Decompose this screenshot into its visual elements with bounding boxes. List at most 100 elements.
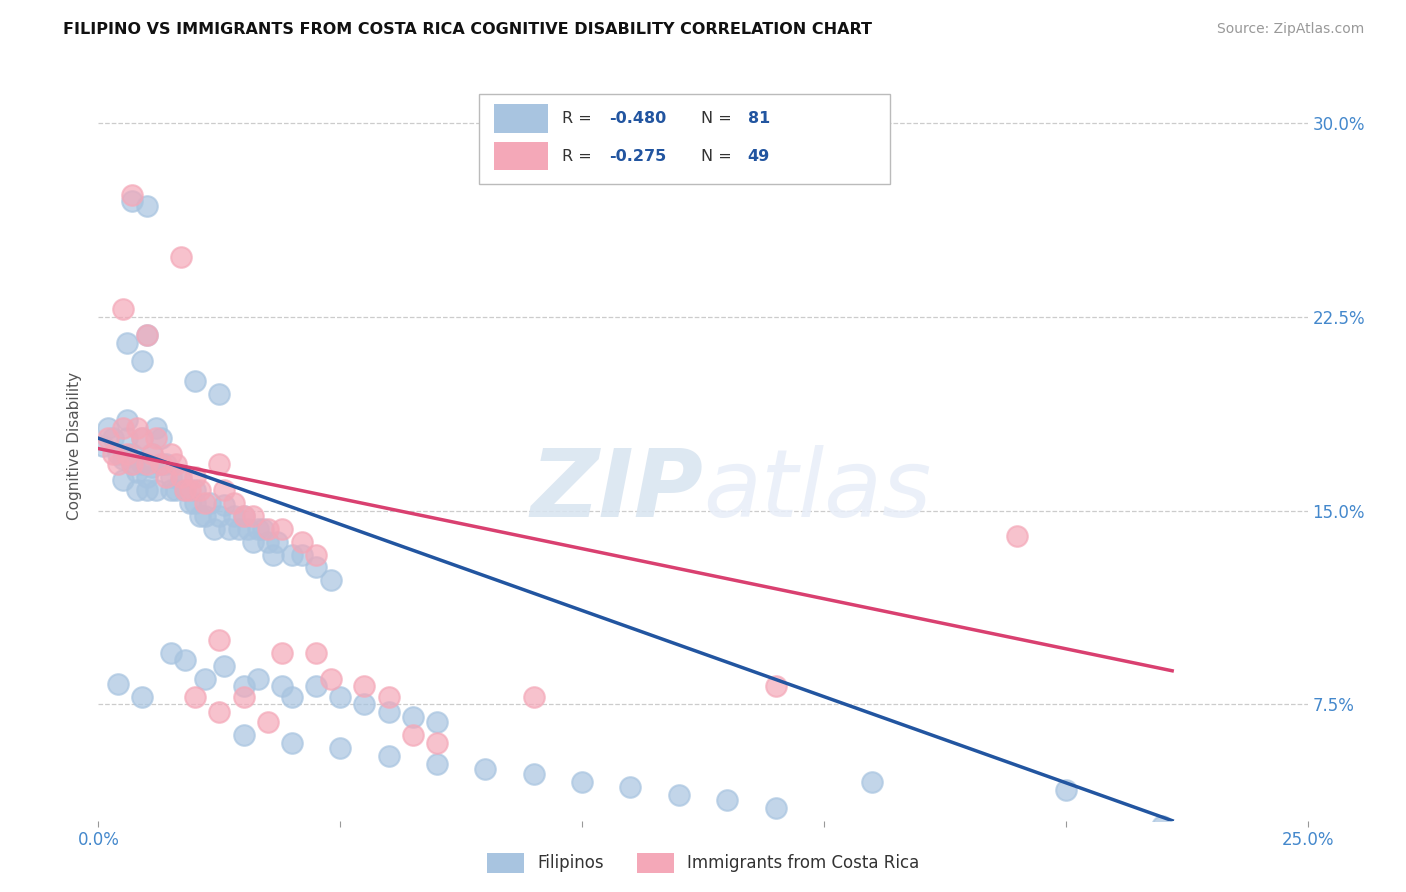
Point [305, 679, 328, 693]
Point [111, 421, 134, 435]
Point [135, 199, 157, 213]
Point [155, 470, 177, 484]
Point [208, 705, 231, 719]
Point [668, 788, 690, 802]
Point [117, 335, 139, 350]
Point [184, 496, 207, 510]
Point [160, 470, 183, 484]
Point [179, 483, 201, 497]
Point [160, 447, 183, 461]
Point [353, 679, 375, 693]
Point [121, 188, 143, 202]
Point [281, 690, 304, 704]
Point [141, 447, 163, 461]
Point [271, 522, 294, 536]
Point [184, 375, 207, 389]
Point [131, 690, 153, 704]
Point [247, 672, 270, 686]
Point [319, 672, 342, 686]
Point [174, 483, 197, 497]
Point [377, 705, 399, 719]
Point [194, 496, 217, 510]
Point [271, 679, 294, 693]
Point [204, 522, 226, 536]
Point [228, 522, 250, 536]
Point [402, 728, 425, 742]
Point [188, 508, 211, 523]
Point [765, 801, 787, 815]
Point [101, 431, 124, 445]
Point [426, 736, 449, 750]
Point [135, 327, 157, 342]
Point [232, 508, 254, 523]
Point [1007, 529, 1029, 543]
Point [169, 470, 191, 484]
Point [329, 741, 352, 756]
Point [91, 439, 114, 453]
Point [232, 690, 254, 704]
Point [155, 457, 177, 471]
Point [208, 457, 231, 471]
Point [169, 251, 191, 265]
Point [121, 457, 143, 471]
Point [111, 451, 134, 466]
Point [571, 775, 593, 789]
Point [165, 457, 187, 471]
Point [256, 715, 278, 730]
Point [127, 483, 149, 497]
FancyBboxPatch shape [494, 104, 548, 133]
Point [1054, 782, 1077, 797]
Point [232, 679, 254, 693]
Point [111, 301, 134, 316]
Point [135, 470, 157, 484]
Point [131, 431, 153, 445]
Y-axis label: Cognitive Disability: Cognitive Disability [67, 372, 83, 520]
Point [150, 431, 173, 445]
Point [174, 653, 197, 667]
Point [242, 508, 264, 523]
Point [377, 690, 399, 704]
Point [860, 775, 883, 789]
Point [107, 457, 129, 471]
Point [266, 534, 288, 549]
FancyBboxPatch shape [494, 142, 548, 170]
Point [145, 431, 167, 445]
Point [305, 560, 328, 574]
Point [135, 327, 157, 342]
Point [232, 728, 254, 742]
Point [121, 447, 143, 461]
Text: R =: R = [561, 112, 596, 126]
Point [262, 548, 284, 562]
Point [101, 447, 124, 461]
Point [145, 421, 167, 435]
Point [290, 548, 312, 562]
Point [222, 496, 245, 510]
Point [121, 457, 143, 471]
Text: atlas: atlas [703, 445, 931, 536]
Text: FILIPINO VS IMMIGRANTS FROM COSTA RICA COGNITIVE DISABILITY CORRELATION CHART: FILIPINO VS IMMIGRANTS FROM COSTA RICA C… [63, 22, 872, 37]
Point [305, 646, 328, 660]
Point [319, 574, 342, 588]
Point [212, 499, 235, 513]
Point [117, 447, 139, 461]
Point [474, 762, 496, 776]
Point [218, 522, 240, 536]
Point [150, 457, 173, 471]
Point [1152, 819, 1174, 833]
Point [353, 698, 375, 712]
Point [716, 793, 738, 807]
Text: N =: N = [700, 149, 737, 163]
Point [121, 194, 143, 208]
Point [208, 387, 231, 401]
Point [247, 522, 270, 536]
Point [256, 522, 278, 536]
Point [131, 431, 153, 445]
Point [194, 508, 217, 523]
Point [198, 496, 221, 510]
Point [377, 749, 399, 764]
FancyBboxPatch shape [479, 94, 890, 184]
Point [426, 715, 449, 730]
Text: N =: N = [700, 112, 737, 126]
Point [174, 483, 197, 497]
Text: -0.275: -0.275 [609, 149, 666, 163]
